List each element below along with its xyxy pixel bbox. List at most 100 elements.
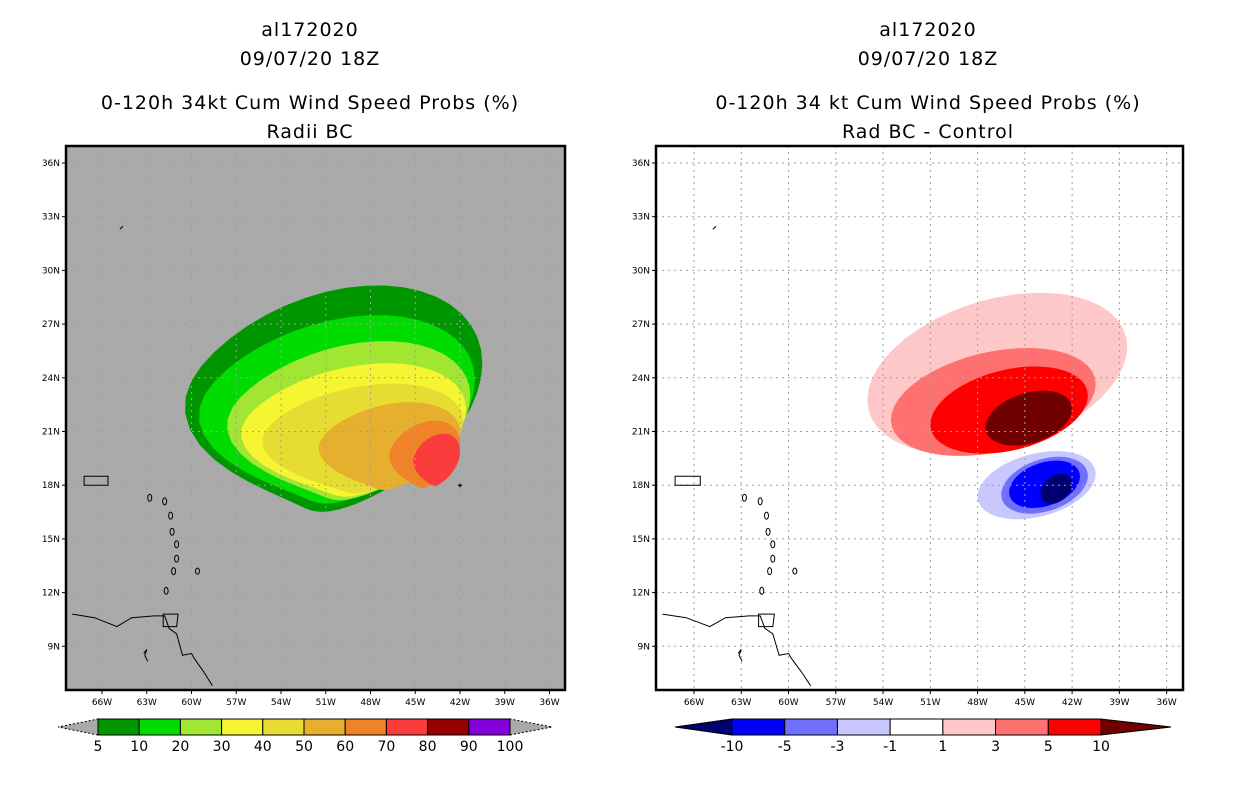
lat-label: 18N xyxy=(42,481,60,491)
contour-layer xyxy=(185,285,483,512)
lon-label: 48W xyxy=(360,698,380,708)
colorbar-swatch xyxy=(97,718,140,736)
island-coastline xyxy=(168,511,174,520)
colorbar-swatch xyxy=(889,718,944,736)
lon-label: 36W xyxy=(539,698,559,708)
colorbar-extend-low xyxy=(674,718,733,736)
trinidad-coastline xyxy=(758,613,775,628)
barbados-coastline xyxy=(792,567,798,575)
south-america-coastline xyxy=(72,613,213,686)
lon-label: 63W xyxy=(731,698,751,708)
colorbar-extend-high xyxy=(1100,718,1172,736)
right-title: 0-120h 34 kt Cum Wind Speed Probs (%) xyxy=(715,92,1141,114)
lon-label: 48W xyxy=(967,698,987,708)
lon-label: 39W xyxy=(495,698,515,708)
island-coastline xyxy=(162,497,168,506)
coastlines xyxy=(662,225,812,686)
lon-label: 66W xyxy=(92,698,112,708)
lon-label: 57W xyxy=(826,698,846,708)
colorbar-label: 40 xyxy=(254,739,272,755)
lon-label: 39W xyxy=(1109,698,1129,708)
right-map-panel: 36N 33N 30N 27N 24N 21N 18N 15N 12N 9N 66W 63W 60W 57… xyxy=(632,144,1185,755)
river-delta-coastline xyxy=(143,649,149,662)
colorbar-label: -3 xyxy=(830,739,844,755)
lat-label: 12N xyxy=(42,589,60,599)
lon-label: 66W xyxy=(684,698,704,708)
colorbar-label: 100 xyxy=(497,739,524,755)
colorbar-swatch xyxy=(262,718,305,736)
colorbar-label: 3 xyxy=(991,739,1000,755)
bermuda-coastline xyxy=(119,225,124,230)
coastlines xyxy=(72,225,213,686)
colorbar-label: -1 xyxy=(883,739,897,755)
river-delta-coastline xyxy=(737,649,743,662)
lat-label: 33N xyxy=(632,213,650,223)
gridlines xyxy=(66,146,565,690)
island-coastline xyxy=(759,586,765,595)
colorbar-label: 80 xyxy=(419,739,437,755)
lat-label: 24N xyxy=(42,374,60,384)
lat-label: 12N xyxy=(632,589,650,599)
colorbar-swatch xyxy=(784,718,838,736)
lat-label: 21N xyxy=(42,428,60,438)
island-coastline xyxy=(770,540,776,549)
lon-label: 60W xyxy=(778,698,798,708)
colorbar-swatch xyxy=(179,718,223,736)
puerto-rico-coastline xyxy=(674,475,701,486)
lat-label: 21N xyxy=(632,428,650,438)
contour-level-10 xyxy=(985,390,1073,446)
island-coastline xyxy=(741,493,747,502)
contour-level--10 xyxy=(1040,473,1073,504)
lon-label: 57W xyxy=(226,698,246,708)
island-coastline xyxy=(171,567,177,576)
contour-level-70 xyxy=(413,433,460,487)
colorbar-swatch xyxy=(468,718,511,736)
south-america-coastline xyxy=(662,613,812,686)
lat-label: 15N xyxy=(632,535,650,545)
colorbar-swatch xyxy=(836,718,891,736)
lon-label: 60W xyxy=(181,698,201,708)
colorbar-label: 70 xyxy=(377,739,395,755)
colorbar-label: 20 xyxy=(171,739,189,755)
colorbar-label: 30 xyxy=(213,739,231,755)
colorbar-label: -5 xyxy=(778,739,792,755)
colorbar-label: 5 xyxy=(94,739,103,755)
lon-label: 63W xyxy=(137,698,157,708)
lat-label: 36N xyxy=(632,159,650,169)
map-frame xyxy=(64,144,567,692)
puerto-rico-coastline xyxy=(83,475,109,486)
lon-label: 42W xyxy=(450,698,470,708)
island-coastline xyxy=(174,554,180,563)
map-frame xyxy=(654,144,1185,692)
right-storm-id: al172020 xyxy=(879,19,977,41)
lat-label: 9N xyxy=(638,642,650,652)
lon-label: 42W xyxy=(1062,698,1082,708)
colorbar-swatch xyxy=(138,718,181,736)
colorbar-label: -10 xyxy=(721,739,744,755)
colorbar-label: 60 xyxy=(336,739,354,755)
lat-label: 30N xyxy=(42,266,60,276)
left-subtitle: Radii BC xyxy=(266,121,354,143)
island-coastline xyxy=(163,586,169,595)
colorbar-label: 10 xyxy=(1092,739,1110,755)
island-coastline xyxy=(767,567,773,576)
left-storm-id: al172020 xyxy=(261,19,359,41)
contour-layer xyxy=(867,292,1128,520)
colorbar-extend-low xyxy=(57,718,99,736)
colorbar-swatch xyxy=(221,718,264,736)
lon-label: 36W xyxy=(1156,698,1176,708)
barbados-coastline xyxy=(194,567,200,575)
colorbar-label: 10 xyxy=(130,739,148,755)
island-coastline xyxy=(770,554,776,563)
left-datetime: 09/07/20 18Z xyxy=(239,48,381,70)
island-coastline xyxy=(757,497,763,506)
right-datetime: 09/07/20 18Z xyxy=(857,48,999,70)
island-coastline xyxy=(147,493,153,502)
lat-label: 33N xyxy=(42,213,60,223)
island-coastline xyxy=(765,527,771,536)
lat-label: 18N xyxy=(632,481,650,491)
colorbar-extend-high xyxy=(509,718,553,736)
colorbar-label: 90 xyxy=(460,739,478,755)
colorbar-swatch xyxy=(344,718,387,736)
island-coastline xyxy=(763,511,769,520)
